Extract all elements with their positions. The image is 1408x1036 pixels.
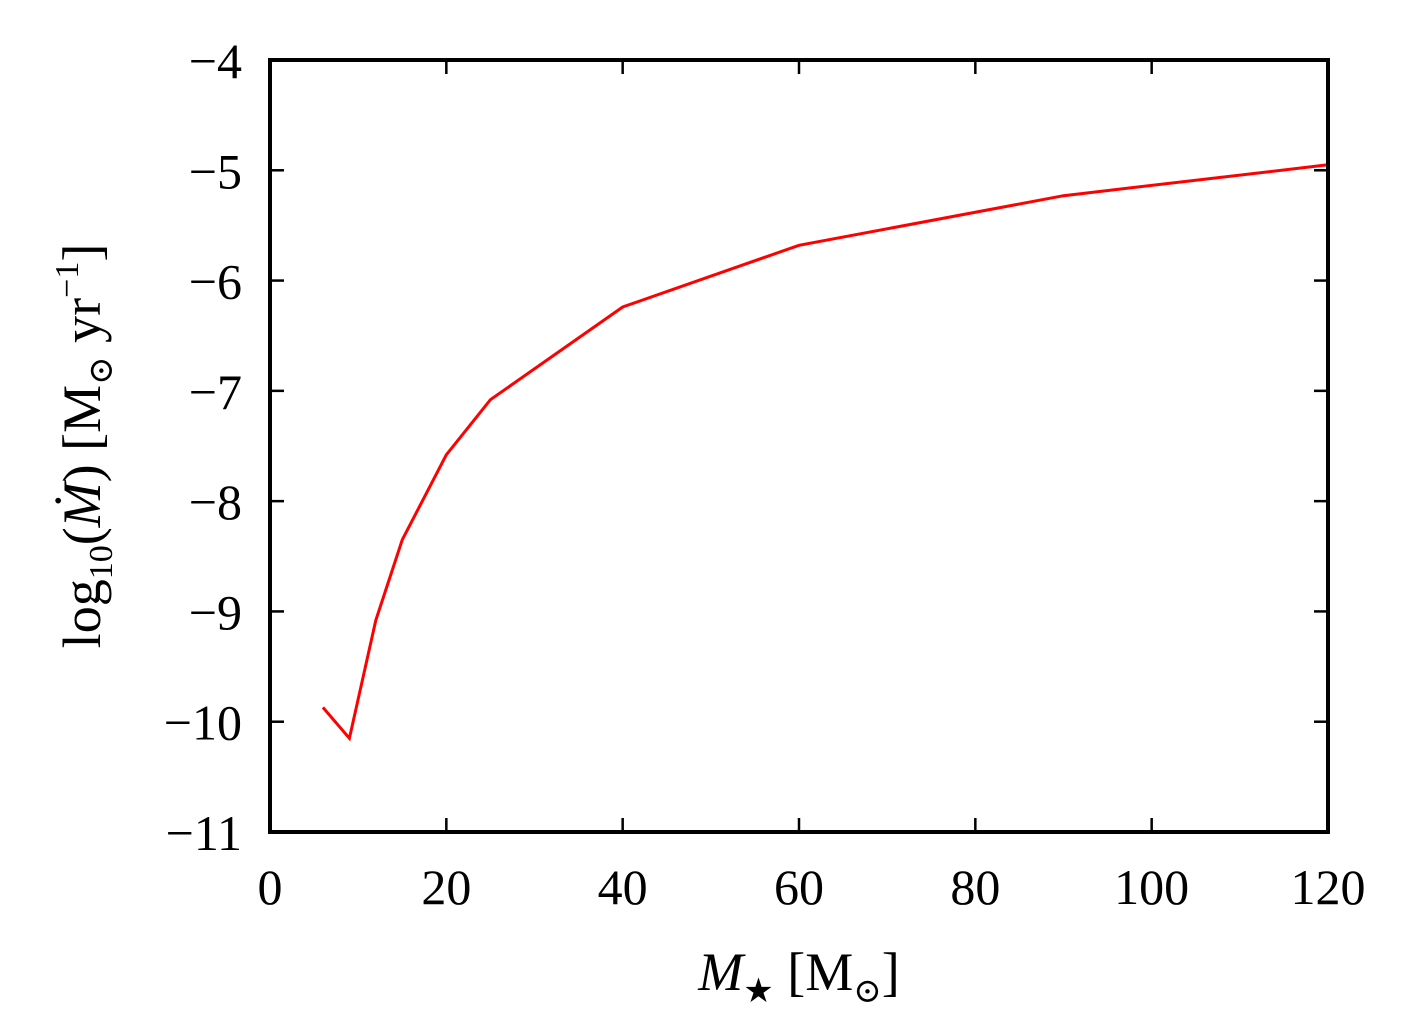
y-tick-label: −8: [189, 474, 242, 530]
ticks: [268, 58, 1330, 834]
x-tick-label: 80: [950, 859, 1000, 915]
plot-frame: [268, 58, 1330, 834]
tick-labels: 0 20 40 60 80 100 120 −11 −10 −9 −8 −7 −6 −5 −4: [164, 33, 1366, 915]
y-tick-label: −10: [164, 695, 242, 751]
x-axis-title: M★ [M⊙]: [697, 942, 899, 1010]
y-tick-label: −9: [189, 584, 242, 640]
y-tick-label: −5: [189, 143, 242, 199]
y-axis-title: log10(Ṁ) [M⊙ yr−1]: [49, 244, 120, 649]
x-tick-label: 40: [598, 859, 648, 915]
y-tick-label: −7: [189, 364, 242, 420]
x-tick-label: 0: [258, 859, 283, 915]
x-tick-label: 20: [421, 859, 471, 915]
x-tick-label: 100: [1114, 859, 1189, 915]
x-tick-label: 60: [774, 859, 824, 915]
series-line: [321, 163, 1329, 742]
x-tick-label: 120: [1291, 859, 1366, 915]
y-tick-label: −11: [166, 805, 242, 861]
y-tick-label: −6: [189, 254, 242, 310]
y-tick-label: −4: [189, 33, 242, 89]
